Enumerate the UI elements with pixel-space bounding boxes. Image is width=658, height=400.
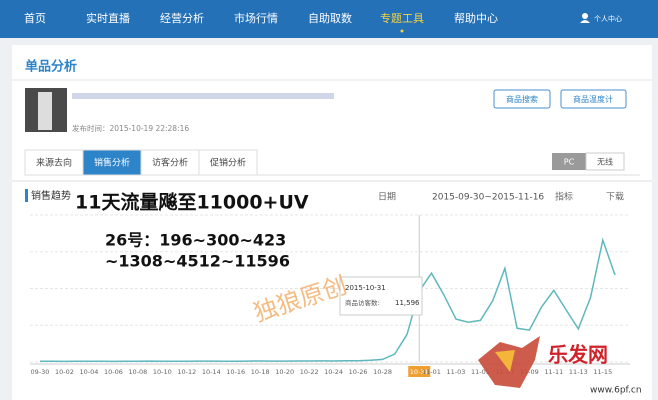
headline: 11天流量飚至11000+UV [75, 191, 309, 214]
overlay-text: 26号：196~300~423 [105, 231, 286, 250]
overlay-text: ~1308~4512~11596 [105, 252, 290, 271]
user-icon [580, 20, 590, 23]
device[interactable]: 无线 [597, 157, 613, 167]
page-title: 单品分析 [25, 59, 77, 75]
tick-highlight [408, 366, 431, 377]
line [40, 237, 616, 363]
tooltip-date: 2015-10-31 [345, 284, 386, 292]
x-tick-label: 11-09 [520, 368, 539, 376]
nav-item[interactable]: 市场行情 [234, 11, 278, 25]
nav-item[interactable]: 首页 [24, 11, 46, 25]
nav-dot [400, 29, 404, 33]
user-icon [582, 13, 588, 19]
title-bar [25, 189, 28, 202]
download[interactable]: 下载 [606, 191, 624, 203]
nav-item[interactable]: 帮助中心 [454, 11, 498, 25]
chart-title: 销售趋势 [31, 189, 71, 202]
toggle-active[interactable] [552, 153, 586, 170]
x-tick-label: 11-01 [422, 368, 441, 376]
x-tick-label: 10-04 [79, 368, 98, 376]
tab-label[interactable]: 促销分析 [210, 157, 246, 169]
site: www.6pf.cn [590, 386, 642, 396]
x-tick-label: 10-18 [251, 368, 270, 376]
x-tick-label: 09-30 [31, 368, 50, 376]
x-tick-label: 10-08 [128, 368, 147, 376]
user-menu[interactable]: 个人中心 [594, 14, 622, 23]
x-tick-label: 10-10 [153, 368, 172, 376]
x-tick-label: 11-03 [447, 368, 466, 376]
x-tick-label: 10-12 [177, 368, 196, 376]
logo-icon [495, 350, 515, 372]
tab-label[interactable]: 销售分析 [94, 157, 130, 169]
x-tick-label: 10-22 [300, 368, 319, 376]
button[interactable] [493, 89, 551, 109]
x-tick-label: 10-28 [373, 368, 392, 376]
x-tick-label: 11-15 [593, 368, 612, 376]
x-tick-label: 10-31 [410, 368, 429, 376]
x-tick-label: 10-20 [275, 368, 294, 376]
metric-label[interactable]: 指标 [555, 191, 573, 203]
x-tick-label: 11-05 [471, 368, 490, 376]
nav-item[interactable]: 自助取数 [308, 11, 352, 25]
device[interactable]: PC [564, 158, 575, 167]
x-tick-label: 10-02 [55, 368, 74, 376]
x-tick-label: 10-14 [202, 368, 221, 376]
button[interactable] [560, 89, 627, 109]
nav-item[interactable]: 实时直播 [86, 11, 130, 25]
publish-time: 发布时间：2015-10-19 22:28:16 [72, 123, 189, 133]
x-tick-label: 11-13 [569, 368, 588, 376]
date-label[interactable]: 日期 [378, 192, 396, 203]
tooltip-label: 商品访客数: [345, 298, 380, 307]
tab-label[interactable]: 来源去向 [36, 157, 72, 169]
x-tick-label: 10-26 [349, 368, 368, 376]
product-figure [38, 92, 52, 130]
button-label[interactable]: 商品温度计 [573, 94, 613, 104]
nav-item[interactable]: 经营分析 [160, 11, 204, 25]
logo: 乐发网 [548, 343, 608, 367]
nav-item[interactable]: 专题工具 [380, 11, 424, 25]
x-tick-label: 11-11 [544, 368, 563, 376]
toggle[interactable] [585, 152, 625, 171]
tooltip-value: 11,596 [395, 299, 420, 307]
x-tick-label: 10-24 [324, 368, 343, 376]
blurred-title [72, 93, 334, 99]
date-range[interactable]: 2015-09-30~2015-11-16 [432, 193, 544, 203]
tooltip [339, 276, 423, 316]
x-tick-label: 10-06 [104, 368, 123, 376]
tab[interactable] [82, 149, 142, 176]
button-label[interactable]: 商品搜索 [506, 94, 538, 104]
x-tick-label: 10-16 [226, 368, 245, 376]
chart: 09-30 10-02 10-04 10-06 10-08 10-10 10-12 10-14… [30, 214, 630, 377]
tab[interactable] [198, 149, 258, 176]
tab-label[interactable]: 访客分析 [152, 157, 188, 169]
nav-bar [0, 0, 658, 38]
